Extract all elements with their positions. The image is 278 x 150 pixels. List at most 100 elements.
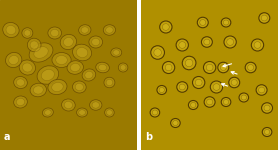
Ellipse shape: [70, 63, 80, 72]
Ellipse shape: [106, 79, 113, 86]
Ellipse shape: [221, 98, 231, 106]
Ellipse shape: [16, 79, 25, 86]
Ellipse shape: [75, 83, 83, 91]
Ellipse shape: [41, 69, 54, 81]
Ellipse shape: [60, 34, 76, 50]
Ellipse shape: [104, 77, 115, 88]
Ellipse shape: [6, 26, 16, 34]
Ellipse shape: [188, 100, 198, 109]
Ellipse shape: [264, 129, 270, 134]
Ellipse shape: [251, 39, 264, 51]
Ellipse shape: [264, 105, 270, 111]
Ellipse shape: [96, 62, 110, 73]
Text: a: a: [4, 132, 11, 142]
Ellipse shape: [245, 62, 256, 73]
Ellipse shape: [81, 27, 88, 33]
Ellipse shape: [89, 36, 103, 48]
Ellipse shape: [207, 99, 213, 105]
Ellipse shape: [262, 103, 272, 113]
Ellipse shape: [210, 81, 223, 93]
Ellipse shape: [204, 39, 210, 45]
Ellipse shape: [197, 17, 208, 28]
Ellipse shape: [182, 56, 196, 70]
Ellipse shape: [29, 43, 53, 62]
Ellipse shape: [51, 29, 59, 37]
Ellipse shape: [241, 95, 246, 100]
Ellipse shape: [259, 13, 270, 23]
Ellipse shape: [56, 56, 67, 64]
Ellipse shape: [63, 38, 73, 46]
Ellipse shape: [19, 60, 36, 75]
Ellipse shape: [14, 96, 27, 108]
Ellipse shape: [176, 39, 188, 51]
Ellipse shape: [200, 20, 206, 25]
Ellipse shape: [227, 39, 234, 45]
Ellipse shape: [73, 44, 92, 61]
Ellipse shape: [37, 66, 59, 84]
Ellipse shape: [24, 30, 31, 36]
Ellipse shape: [154, 49, 162, 56]
Ellipse shape: [98, 64, 107, 71]
Ellipse shape: [48, 27, 61, 39]
Ellipse shape: [220, 65, 226, 70]
Ellipse shape: [173, 121, 178, 125]
Ellipse shape: [52, 52, 71, 68]
Ellipse shape: [85, 71, 93, 79]
Ellipse shape: [111, 48, 122, 57]
Ellipse shape: [113, 50, 120, 55]
Ellipse shape: [103, 25, 116, 35]
Ellipse shape: [44, 110, 51, 115]
Ellipse shape: [27, 38, 41, 52]
Ellipse shape: [3, 22, 19, 38]
Ellipse shape: [79, 110, 85, 115]
Ellipse shape: [151, 46, 165, 59]
Ellipse shape: [165, 64, 172, 71]
Ellipse shape: [159, 87, 164, 92]
Ellipse shape: [231, 80, 237, 85]
Ellipse shape: [224, 100, 229, 104]
Ellipse shape: [14, 76, 27, 88]
Text: b: b: [145, 132, 152, 142]
Ellipse shape: [195, 79, 202, 86]
Ellipse shape: [239, 93, 249, 102]
Ellipse shape: [105, 108, 114, 117]
Ellipse shape: [90, 100, 102, 110]
Ellipse shape: [218, 62, 229, 73]
Ellipse shape: [43, 108, 53, 117]
Ellipse shape: [179, 42, 186, 48]
Ellipse shape: [64, 101, 73, 109]
Ellipse shape: [150, 108, 160, 117]
Ellipse shape: [73, 81, 86, 93]
Ellipse shape: [6, 52, 22, 68]
Ellipse shape: [261, 15, 267, 21]
Ellipse shape: [160, 21, 172, 33]
Ellipse shape: [224, 36, 236, 48]
Ellipse shape: [82, 69, 96, 81]
Ellipse shape: [213, 84, 220, 90]
Ellipse shape: [192, 76, 205, 88]
Ellipse shape: [92, 102, 100, 108]
Ellipse shape: [106, 110, 112, 115]
Ellipse shape: [171, 118, 180, 127]
Ellipse shape: [77, 108, 88, 117]
Ellipse shape: [48, 80, 67, 94]
Ellipse shape: [177, 82, 188, 92]
Ellipse shape: [224, 20, 229, 25]
Ellipse shape: [9, 56, 19, 64]
Ellipse shape: [262, 128, 272, 136]
Ellipse shape: [33, 86, 43, 94]
Ellipse shape: [61, 99, 75, 111]
Ellipse shape: [179, 84, 185, 90]
Ellipse shape: [190, 103, 196, 107]
Ellipse shape: [185, 59, 193, 67]
Ellipse shape: [248, 65, 254, 70]
Ellipse shape: [16, 98, 25, 106]
Ellipse shape: [79, 25, 91, 35]
Ellipse shape: [162, 61, 175, 74]
Ellipse shape: [203, 61, 216, 74]
Ellipse shape: [204, 97, 215, 107]
Ellipse shape: [23, 63, 32, 72]
Ellipse shape: [256, 85, 267, 95]
Ellipse shape: [259, 87, 265, 93]
Ellipse shape: [157, 85, 167, 94]
